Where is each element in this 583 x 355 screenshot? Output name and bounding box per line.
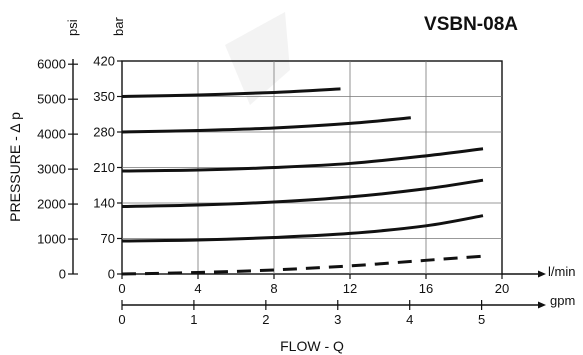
y-bar-tick-label-4: 280 [93, 125, 115, 140]
series-line-1 [121, 116, 411, 134]
y-psi-tick-label-1: 1000 [37, 232, 66, 247]
x-axis-title: FLOW - Q [280, 338, 344, 354]
x-lmin-tick-label-1: 4 [194, 281, 201, 296]
x-gpm-axis-arrow [538, 301, 546, 309]
series-line-5 [121, 254, 484, 276]
y-psi-tick-label-0: 0 [59, 267, 66, 282]
x-gpm-tick-label-5: 5 [478, 312, 485, 327]
y-axes: 0 70 140 210 280 350 420 0 1000 2000 3000 4000 5000 6… [37, 54, 122, 282]
x-gpm-tick-label-3: 3 [334, 312, 341, 327]
y-psi-tick-label-6: 6000 [37, 57, 66, 72]
y-unit-bar: bar [111, 17, 126, 36]
series-line-2 [121, 147, 484, 173]
y-axis-title: PRESSURE - ∆ p [7, 112, 23, 222]
x-gpm-tick-label-2: 2 [262, 312, 269, 327]
y-bar-tick-label-2: 140 [93, 196, 115, 211]
x-lmin-tick-label-3: 12 [343, 281, 357, 296]
x-lmin-tick-label-2: 8 [270, 281, 277, 296]
y-unit-psi: psi [65, 19, 80, 36]
series-group [121, 87, 484, 276]
series-line-4 [121, 214, 484, 243]
y-bar-tick-label-6: 420 [93, 54, 115, 69]
y-bar-tick-label-5: 350 [93, 89, 115, 104]
x-gpm-tick-label-4: 4 [406, 312, 413, 327]
x-lmin-tick-label-5: 20 [495, 281, 509, 296]
y-bar-tick-label-0: 0 [108, 267, 115, 282]
y-bar-tick-label-3: 210 [93, 160, 115, 175]
x-lmin-axis-arrow [538, 270, 546, 278]
x-axes: 0 4 8 12 16 200 1 2 3 4 5 [118, 270, 546, 327]
y-psi-tick-label-2: 2000 [37, 197, 66, 212]
y-psi-tick-label-4: 4000 [37, 127, 66, 142]
grid-lines [122, 61, 502, 274]
x-unit-gpm: gpm [550, 293, 575, 308]
x-gpm-tick-label-0: 0 [118, 312, 125, 327]
y-bar-tick-label-1: 70 [101, 231, 115, 246]
series-line-3 [121, 178, 484, 209]
x-lmin-tick-label-0: 0 [118, 281, 125, 296]
y-psi-tick-label-5: 5000 [37, 92, 66, 107]
series-line-0 [121, 87, 341, 98]
x-gpm-tick-label-1: 1 [190, 312, 197, 327]
y-psi-tick-label-3: 3000 [37, 162, 66, 177]
chart-title: VSBN-08A [424, 14, 518, 35]
x-lmin-tick-label-4: 16 [419, 281, 433, 296]
x-unit-lmin: l/min [548, 264, 575, 279]
